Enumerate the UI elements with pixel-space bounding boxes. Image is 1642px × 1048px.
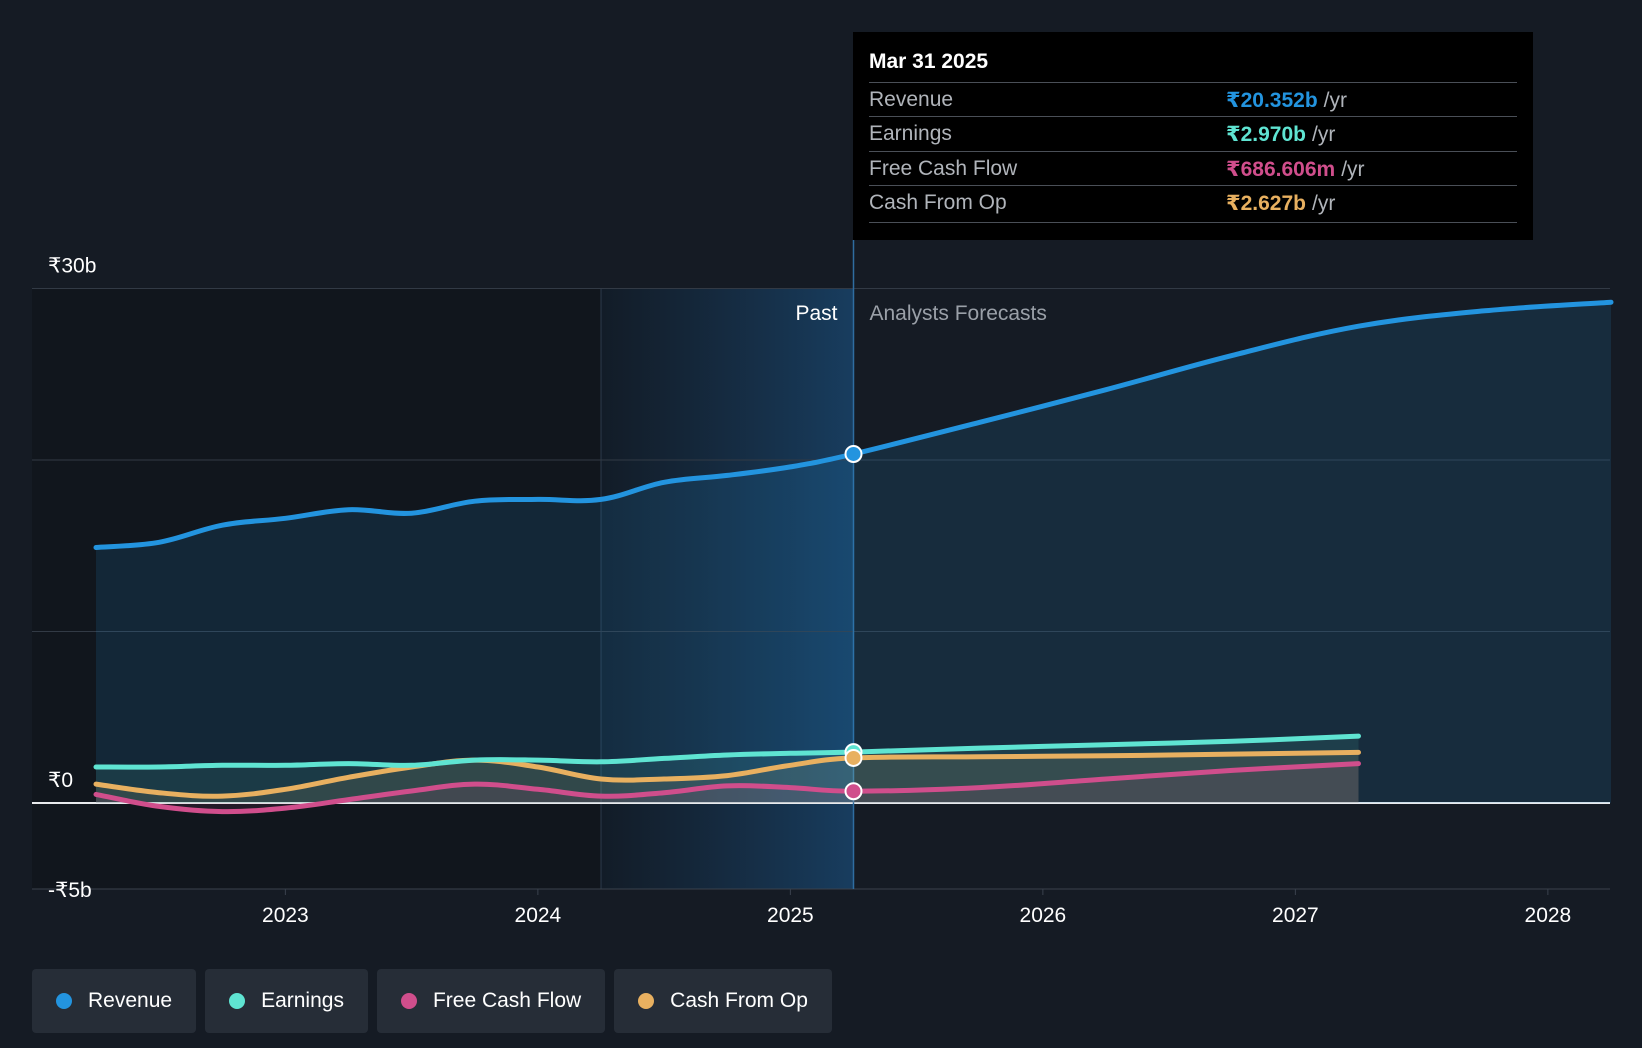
line-free-cash-flow	[93, 761, 1361, 815]
line-revenue	[93, 299, 1614, 550]
x-tick-label: 2028	[1525, 904, 1572, 927]
past-label: Past	[795, 302, 837, 325]
legend-item-revenue[interactable]: Revenue	[32, 969, 197, 1033]
legend-label: Earnings	[261, 989, 344, 1012]
legend-dot-icon	[56, 993, 72, 1009]
legend-label: Cash From Op	[670, 989, 808, 1012]
legend-item-cash-from-op[interactable]: Cash From Op	[614, 969, 832, 1033]
y-tick-label: ₹30b	[48, 255, 96, 278]
legend-item-earnings[interactable]: Earnings	[205, 969, 368, 1033]
legend-label: Free Cash Flow	[432, 989, 582, 1012]
x-tick-label: 2026	[1020, 904, 1067, 927]
tooltip-row-revenue: Revenue ₹20.352b/yr	[869, 82, 1517, 117]
y-tick-label: -₹5b	[48, 879, 92, 902]
line-cash-from-op	[93, 749, 1361, 799]
x-tick-label: 2027	[1272, 904, 1319, 927]
x-tick-label: 2025	[767, 904, 814, 927]
x-tick-label: 2023	[262, 904, 309, 927]
legend-dot-icon	[638, 993, 655, 1009]
legend-label: Revenue	[88, 989, 173, 1012]
tooltip-value: ₹686.606m/yr	[1226, 158, 1365, 181]
tooltip-row-earnings: Earnings ₹2.970b/yr	[869, 116, 1517, 151]
chart-area: ₹30b ₹0 -₹5b 2023 2024 2025 2026 2027 2028 Past An…	[32, 240, 1614, 927]
x-tick-label: 2024	[515, 904, 562, 927]
tooltip-value: ₹20.352b/yr	[1226, 89, 1347, 112]
legend-dot-icon	[400, 993, 417, 1009]
legend-item-free-cash-flow[interactable]: Free Cash Flow	[376, 969, 606, 1033]
legend-dot-icon	[229, 993, 246, 1009]
tooltip-value: ₹2.627b/yr	[1226, 192, 1336, 215]
line-earnings	[93, 733, 1361, 770]
tooltip-row-free-cash-flow: Free Cash Flow ₹686.606m/yr	[869, 151, 1517, 186]
marker-cash-from-op	[844, 748, 863, 767]
legend: Revenue Earnings Free Cash Flow Cash Fro…	[32, 969, 832, 1033]
marker-free-cash-flow	[844, 782, 863, 801]
forecast-label: Analysts Forecasts	[870, 302, 1047, 325]
y-tick-label: ₹0	[48, 769, 73, 792]
tooltip-date: Mar 31 2025	[869, 50, 989, 73]
tooltip-value: ₹2.970b/yr	[1226, 123, 1336, 146]
area-revenue	[96, 302, 1611, 803]
tooltip-divider	[869, 222, 1517, 223]
tooltip-row-cash-from-op: Cash From Op ₹2.627b/yr	[869, 185, 1517, 220]
tooltip-label: Revenue	[869, 88, 954, 111]
tooltip-label: Cash From Op	[869, 191, 1007, 214]
tooltip-label: Free Cash Flow	[869, 157, 1018, 180]
tooltip-label: Earnings	[869, 122, 952, 145]
tooltip-panel: Mar 31 2025 Revenue ₹20.352b/yr Earnings…	[853, 32, 1533, 240]
area-earnings	[96, 736, 1359, 803]
marker-revenue	[844, 444, 863, 463]
